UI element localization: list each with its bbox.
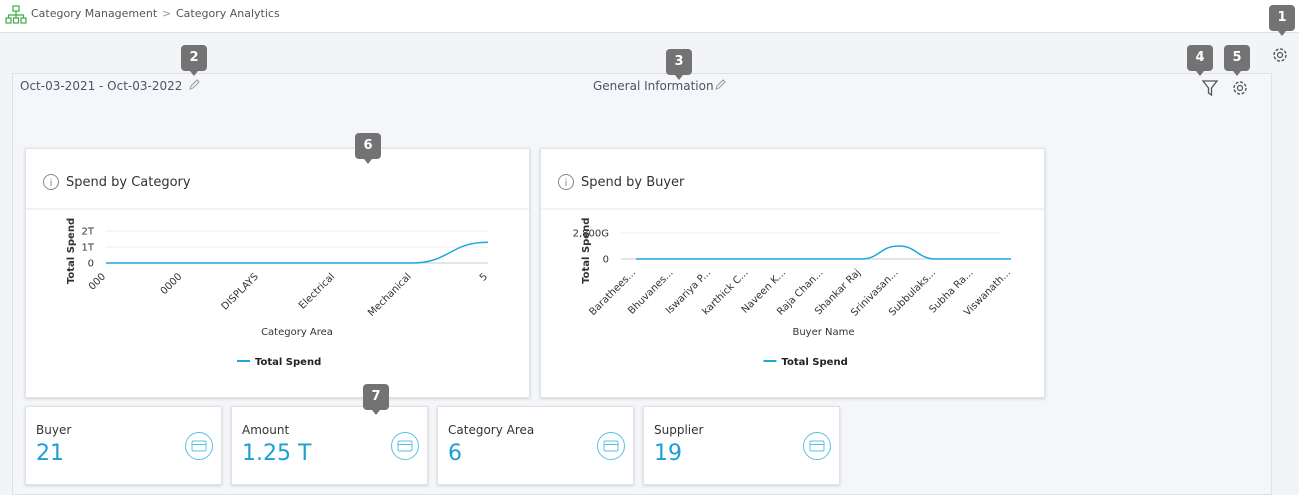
icon-ring (803, 432, 831, 460)
callout-badge: 7 (363, 384, 389, 415)
top-bar (0, 0, 1299, 33)
x-tick-label: 0000 (159, 271, 185, 297)
icon-ring (185, 432, 213, 460)
icon-ring (391, 432, 419, 460)
breadcrumb-separator: > (162, 7, 172, 20)
y-tick-label: 2T (82, 227, 95, 238)
kpi-label: Category Area (448, 423, 535, 437)
y-axis-label: Total Spend (581, 218, 592, 284)
callout-badge: 1 (1269, 5, 1295, 36)
filter-icon[interactable] (1201, 79, 1219, 97)
date-range[interactable]: Oct-03-2021 - Oct-03-2022 (20, 79, 183, 93)
kpi-card: Supplier 19 (643, 406, 840, 485)
chart-card: i Spend by Category 0 1T 2T Total Spend 000 000… (25, 148, 530, 398)
kpi-value: 21 (36, 441, 64, 466)
kpi-value: 6 (448, 441, 462, 466)
settings-icon[interactable] (1271, 46, 1289, 64)
y-axis-label: Total Spend (66, 218, 77, 284)
x-tick-label: 000 (87, 271, 108, 292)
series-line (636, 245, 1011, 260)
kpi-card: Amount 1.25 T (231, 406, 428, 485)
chart-title: Spend by Buyer (581, 175, 685, 190)
info-icon[interactable] (43, 174, 59, 190)
y-tick-label: 2,800G (573, 229, 609, 240)
kpi-label: Buyer (36, 423, 72, 437)
kpi-icon (391, 432, 419, 460)
breadcrumb-item[interactable]: Category Management (31, 7, 158, 20)
info-icon[interactable] (558, 174, 574, 190)
y-tick-label: 0 (603, 255, 609, 266)
icon-card (191, 440, 207, 452)
icon-card (397, 440, 413, 452)
callout-badge: 5 (1224, 45, 1250, 76)
kpi-label: Amount (242, 423, 290, 437)
icon-ring (597, 432, 625, 460)
callout-badge: 2 (181, 45, 207, 76)
x-tick-label: Electrical (297, 271, 337, 311)
icon-card (603, 440, 619, 452)
callout-badge: 3 (666, 49, 692, 80)
x-tick-label: DISPLAYS (220, 271, 261, 312)
icon-card (809, 440, 825, 452)
series-line (106, 241, 489, 264)
x-axis-label: Category Area (261, 327, 333, 338)
breadcrumb-item: Category Analytics (176, 7, 280, 20)
kpi-icon (597, 432, 625, 460)
info-icon-glyph: i (565, 178, 568, 189)
legend-label[interactable]: Total Spend (255, 357, 321, 368)
callout-badge: 6 (355, 133, 381, 164)
edit-icon[interactable] (188, 79, 200, 91)
chart-card: i Spend by Buyer 0 2,800G Total Spend Barathe… (540, 148, 1045, 398)
info-icon-glyph: i (50, 178, 53, 189)
x-tick-label: Mechanical (366, 271, 414, 319)
kpi-icon (185, 432, 213, 460)
settings-icon[interactable] (1231, 79, 1249, 97)
hierarchy-icon (5, 5, 27, 24)
edit-icon[interactable] (714, 79, 726, 91)
legend-label[interactable]: Total Spend (782, 357, 848, 368)
kpi-card: Category Area 6 (437, 406, 634, 485)
callout-badge: 4 (1187, 45, 1213, 76)
kpi-value: 19 (654, 441, 682, 466)
kpi-label: Supplier (654, 423, 704, 437)
y-tick-label: 0 (88, 259, 94, 270)
kpi-card: Buyer 21 (25, 406, 222, 485)
kpi-icon (803, 432, 831, 460)
dashboard-title[interactable]: General Information (593, 79, 714, 93)
x-tick-label: 5 (478, 271, 490, 283)
kpi-value: 1.25 T (242, 441, 312, 466)
chart-title: Spend by Category (66, 175, 191, 190)
x-axis-label: Buyer Name (792, 327, 854, 338)
y-tick-label: 1T (82, 243, 95, 254)
